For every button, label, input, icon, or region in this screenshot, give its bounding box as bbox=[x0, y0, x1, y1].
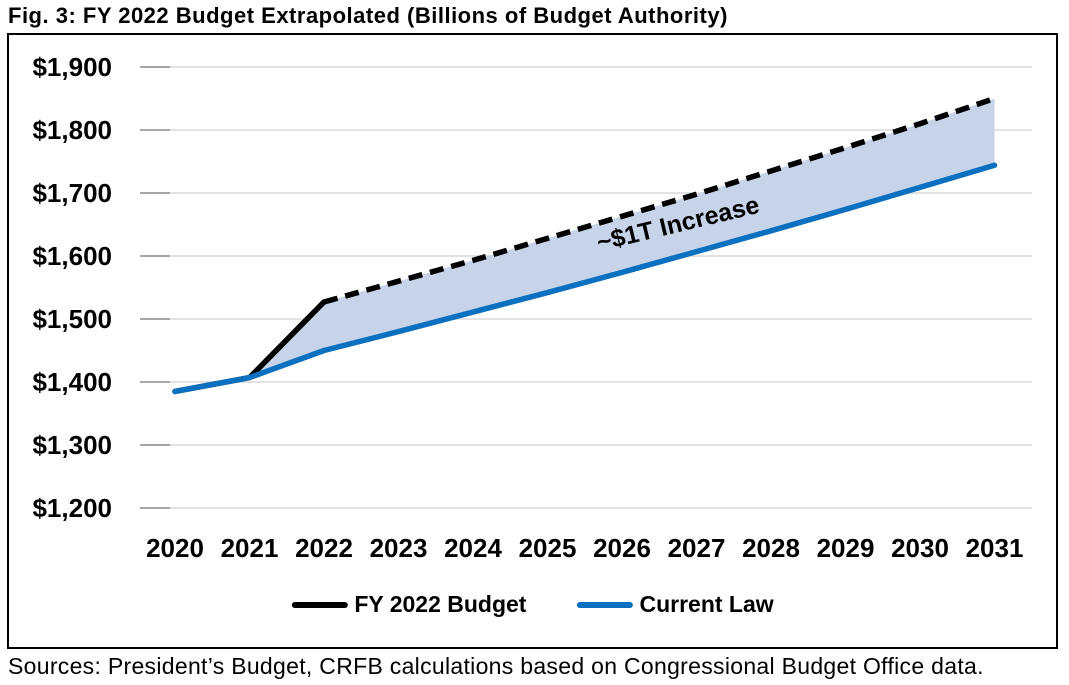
legend-item-current-law: Current Law bbox=[576, 591, 774, 618]
chart-plot-area: $1,900 $1,800 $1,700 $1,600 $1,500 $1,400 $1,3… bbox=[7, 33, 1058, 649]
y-axis-label-1400: $1,400 bbox=[32, 367, 112, 397]
legend-label-fy2022-budget: FY 2022 Budget bbox=[354, 591, 527, 617]
x-axis-label-2022: 2022 bbox=[295, 533, 353, 563]
x-axis-label-2025: 2025 bbox=[519, 533, 577, 563]
x-axis-label-2027: 2027 bbox=[668, 533, 726, 563]
x-axis-label-2023: 2023 bbox=[370, 533, 428, 563]
legend-item-fy2022-budget: FY 2022 Budget bbox=[291, 591, 526, 618]
legend: FY 2022 Budget Current Law bbox=[291, 591, 774, 618]
y-axis-label-1500: $1,500 bbox=[32, 304, 112, 334]
y-axis-labels: $1,900 $1,800 $1,700 $1,600 $1,500 $1,400 $1,3… bbox=[32, 52, 112, 523]
x-axis-label-2031: 2031 bbox=[966, 533, 1024, 563]
plot-svg: $1,900 $1,800 $1,700 $1,600 $1,500 $1,400 $1,3… bbox=[32, 52, 1032, 563]
y-axis-label-1600: $1,600 bbox=[32, 241, 112, 271]
x-axis-label-2030: 2030 bbox=[891, 533, 949, 563]
x-axis-label-2029: 2029 bbox=[817, 533, 875, 563]
figure-title: Fig. 3: FY 2022 Budget Extrapolated (Bil… bbox=[8, 3, 728, 28]
y-axis-label-1800: $1,800 bbox=[32, 115, 112, 145]
y-axis-label-1200: $1,200 bbox=[32, 493, 112, 523]
budget-increase-shaded-area bbox=[249, 98, 995, 378]
current-law-line-swatch bbox=[576, 601, 633, 608]
current-law-line bbox=[172, 162, 998, 395]
y-axis-label-1900: $1,900 bbox=[32, 52, 112, 82]
fy2022-budget-line-swatch bbox=[291, 601, 348, 608]
x-axis-label-2026: 2026 bbox=[593, 533, 651, 563]
y-axis-label-1700: $1,700 bbox=[32, 178, 112, 208]
y-axis-label-1300: $1,300 bbox=[32, 430, 112, 460]
x-axis-label-2021: 2021 bbox=[221, 533, 279, 563]
x-axis-label-2024: 2024 bbox=[444, 533, 502, 563]
x-axis-labels: 2020 2021 2022 2023 2024 2025 2026 2027 2028 2029… bbox=[146, 533, 1023, 563]
x-axis-label-2020: 2020 bbox=[146, 533, 204, 563]
source-note: Sources: President’s Budget, CRFB calcul… bbox=[8, 653, 984, 679]
x-axis-label-2028: 2028 bbox=[742, 533, 800, 563]
fy2022-budget-extrapolated-line bbox=[323, 95, 996, 305]
gridlines bbox=[140, 66, 1032, 509]
legend-label-current-law: Current Law bbox=[639, 591, 774, 617]
